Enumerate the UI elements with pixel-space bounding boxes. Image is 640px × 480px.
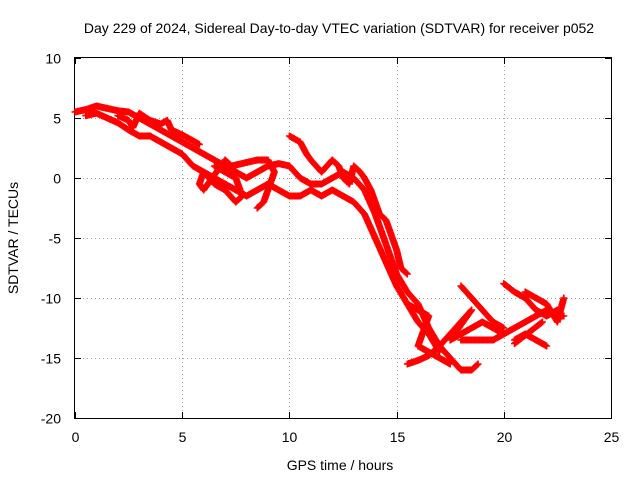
data-point — [537, 319, 545, 327]
x-tick-label: 10 — [282, 429, 298, 445]
data-point — [254, 203, 262, 211]
series-main-lower — [82, 109, 443, 356]
data-point — [446, 360, 454, 368]
data-point — [253, 204, 261, 212]
data-point — [403, 270, 411, 278]
data-point — [543, 342, 551, 350]
y-tick-label: -5 — [49, 231, 62, 247]
series-late-descent — [403, 282, 508, 368]
grid-layer — [75, 58, 611, 418]
y-tick-label: 10 — [45, 51, 61, 67]
x-tick-label: 15 — [390, 429, 406, 445]
tick-layer: 0 5 10 15 20 25 -20 -15 -10 -5 0 5 10 — [41, 51, 620, 446]
data-point — [473, 361, 481, 369]
y-tick-label: 5 — [53, 111, 61, 127]
x-tick-label: 5 — [179, 429, 187, 445]
data-point — [538, 318, 546, 326]
x-tick-label: 0 — [72, 429, 80, 445]
x-tick-label: 25 — [604, 429, 620, 445]
x-axis-label: GPS time / hours — [287, 457, 394, 473]
data-point — [500, 324, 508, 332]
data-point — [195, 140, 203, 148]
plot-frame — [74, 57, 612, 419]
y-tick-label: -15 — [41, 351, 61, 367]
y-axis-label: SDTVAR / TECUs — [5, 182, 21, 294]
data-point — [474, 360, 482, 368]
y-tick-label: -10 — [41, 291, 61, 307]
series-cluster-b — [285, 132, 411, 278]
x-tick-label: 20 — [497, 429, 513, 445]
y-tick-label: -20 — [41, 411, 61, 427]
series-early-branch — [114, 109, 203, 148]
series-cluster-a — [195, 156, 278, 212]
series-late-tail — [457, 280, 568, 350]
y-tick-label: 0 — [53, 171, 61, 187]
data-point — [560, 294, 568, 302]
chart-title: Day 229 of 2024, Sidereal Day-to-day VTE… — [84, 20, 594, 36]
data-layer — [71, 102, 568, 374]
data-point — [402, 269, 410, 277]
